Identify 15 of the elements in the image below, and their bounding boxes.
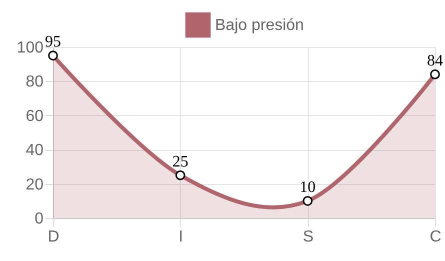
data-label: 10 [300, 178, 316, 196]
y-tick-label: 40 [26, 142, 44, 160]
y-tick-label: 80 [26, 74, 44, 91]
y-tick-label: 20 [26, 176, 44, 194]
y-tick-label: 60 [26, 108, 44, 125]
x-tick-label: I [178, 228, 184, 246]
data-label: 95 [45, 34, 61, 51]
x-tick-label: C [430, 228, 442, 246]
data-label: 84 [427, 52, 443, 70]
y-tick-label: 100 [16, 40, 44, 56]
x-tick-label: D [48, 228, 60, 246]
x-tick-label: S [302, 228, 314, 246]
data-label: 25 [172, 153, 188, 170]
legend-label: Bajo presión [215, 17, 304, 34]
y-tick-label: 0 [34, 210, 44, 228]
